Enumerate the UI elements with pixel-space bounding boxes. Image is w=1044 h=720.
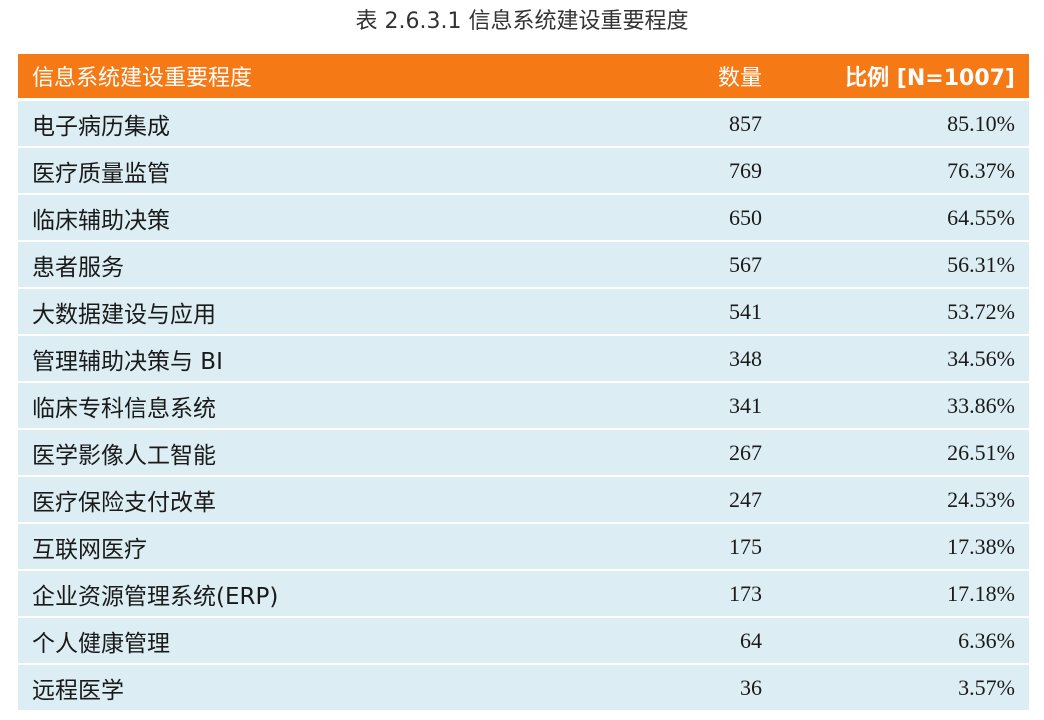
table-row: 互联网医疗 175 17.38% xyxy=(18,524,1029,569)
row-count: 64 xyxy=(740,627,762,653)
row-ratio: 34.56% xyxy=(947,345,1015,371)
row-name: 管理辅助决策与 BI xyxy=(32,348,223,375)
row-name: 医学影像人工智能 xyxy=(32,442,216,469)
row-ratio: 85.10% xyxy=(947,110,1015,136)
header-ratio: 比例 [N=1007] xyxy=(845,66,1015,91)
row-ratio: 17.18% xyxy=(947,580,1015,606)
row-name: 临床辅助决策 xyxy=(32,207,170,234)
table-row: 患者服务 567 56.31% xyxy=(18,242,1029,287)
row-count: 247 xyxy=(729,486,762,512)
row-ratio: 24.53% xyxy=(947,486,1015,512)
table-row: 大数据建设与应用 541 53.72% xyxy=(18,289,1029,334)
row-name: 医疗质量监管 xyxy=(32,160,170,187)
row-name: 远程医学 xyxy=(32,677,124,704)
row-count: 36 xyxy=(740,674,762,700)
table-row: 临床辅助决策 650 64.55% xyxy=(18,195,1029,240)
table-row: 医疗保险支付改革 247 24.53% xyxy=(18,477,1029,522)
row-ratio: 6.36% xyxy=(958,627,1015,653)
row-count: 341 xyxy=(729,392,762,418)
table-row: 企业资源管理系统(ERP) 173 17.18% xyxy=(18,571,1029,616)
row-name: 患者服务 xyxy=(32,254,124,281)
row-count: 650 xyxy=(729,204,762,230)
table-header-row: 信息系统建设重要程度 数量 比例 [N=1007] xyxy=(18,54,1029,98)
row-ratio: 56.31% xyxy=(947,251,1015,277)
row-count: 348 xyxy=(729,345,762,371)
table-row: 管理辅助决策与 BI 348 34.56% xyxy=(18,336,1029,381)
row-ratio: 3.57% xyxy=(958,674,1015,700)
row-count: 567 xyxy=(729,251,762,277)
row-ratio: 26.51% xyxy=(947,439,1015,465)
row-count: 541 xyxy=(729,298,762,324)
row-count: 175 xyxy=(729,533,762,559)
row-count: 857 xyxy=(729,110,762,136)
table-caption: 表 2.6.3.1 信息系统建设重要程度 xyxy=(355,9,689,34)
row-count: 267 xyxy=(729,439,762,465)
row-count: 173 xyxy=(729,580,762,606)
header-count: 数量 xyxy=(717,66,762,91)
row-name: 企业资源管理系统(ERP) xyxy=(32,583,279,610)
row-count: 769 xyxy=(729,157,762,183)
row-ratio: 33.86% xyxy=(947,392,1015,418)
row-ratio: 53.72% xyxy=(947,298,1015,324)
row-ratio: 17.38% xyxy=(947,533,1015,559)
importance-table: 信息系统建设重要程度 数量 比例 [N=1007] 电子病历集成 857 85.… xyxy=(18,54,1029,712)
row-ratio: 64.55% xyxy=(947,204,1015,230)
table-row: 医学影像人工智能 267 26.51% xyxy=(18,430,1029,475)
row-name: 医疗保险支付改革 xyxy=(32,489,216,516)
table-row: 远程医学 36 3.57% xyxy=(18,665,1029,710)
header-name: 信息系统建设重要程度 xyxy=(32,66,253,91)
row-ratio: 76.37% xyxy=(947,157,1015,183)
table-row: 电子病历集成 857 85.10% xyxy=(18,101,1029,146)
row-name: 大数据建设与应用 xyxy=(32,301,216,328)
table-row: 医疗质量监管 769 76.37% xyxy=(18,148,1029,193)
row-name: 互联网医疗 xyxy=(32,536,147,563)
row-name: 电子病历集成 xyxy=(32,113,170,140)
row-name: 临床专科信息系统 xyxy=(32,395,216,422)
table-row: 临床专科信息系统 341 33.86% xyxy=(18,383,1029,428)
table-row: 个人健康管理 64 6.36% xyxy=(18,618,1029,663)
row-name: 个人健康管理 xyxy=(32,630,170,657)
